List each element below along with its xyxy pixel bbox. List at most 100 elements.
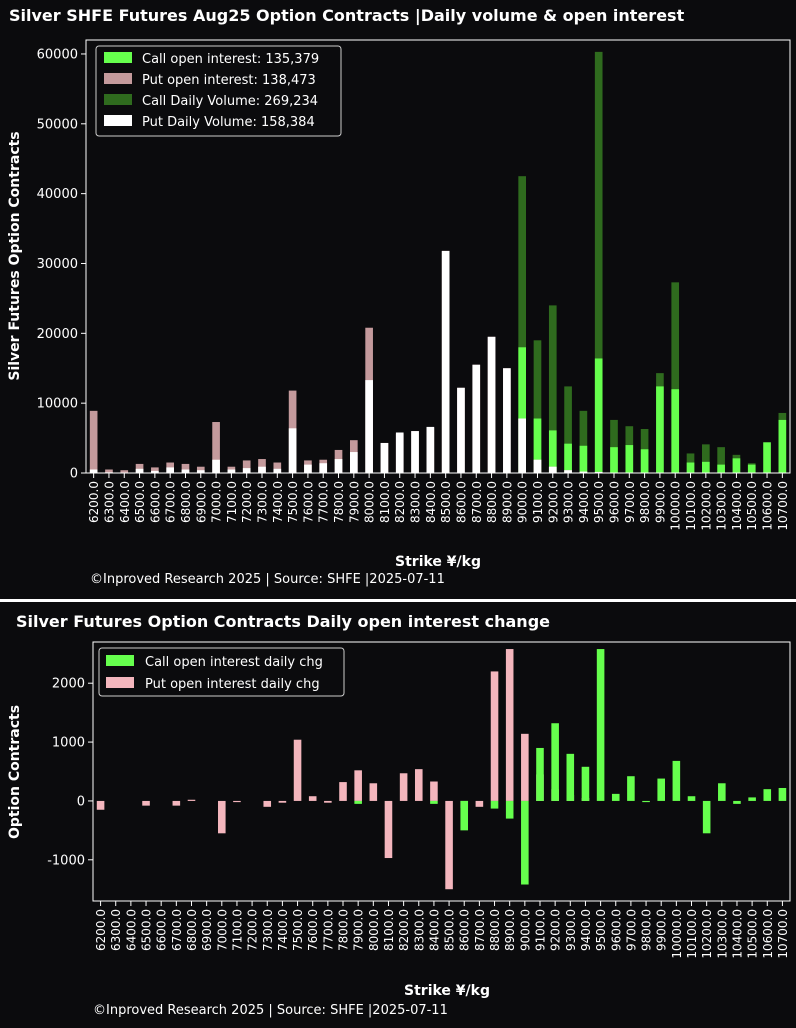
chart1-y-ticks: 0 10000 20000 30000 40000 50000 60000 [37,47,86,482]
bar-call-chg-10100-0 [687,796,696,801]
bar-put-vol-8200-0 [395,432,404,473]
x-tick-label: 7800.0 [337,909,351,951]
x-tick-label: 10200.0 [699,481,713,531]
bar-call-chg-9900-0 [657,778,665,801]
x-tick-label: 9200.0 [546,481,560,523]
bar-put-oi-6300-0 [105,469,113,473]
bar-put-chg-7500-0 [293,739,302,801]
x-tick-label: 6800.0 [179,481,193,523]
x-tick-label: 7700.0 [321,909,335,951]
chart1-x-axis-label: Strike ¥/kg [395,554,481,570]
bar-put-vol-7300-0 [258,466,266,473]
x-tick-label: 8400.0 [427,909,441,951]
bar-put-vol-9100-0 [533,459,542,473]
bar-put-chg-8500-0 [445,800,453,890]
bar-call-chg-9200-0 [551,723,559,801]
bar-put-vol-7500-0 [288,428,297,473]
x-tick-label: 10400.0 [730,909,744,959]
bar-call-oi-10700-0 [778,419,787,473]
y-tick-label: -1000 [47,853,85,868]
x-tick-label: 9500.0 [592,481,606,523]
legend-label-put-volume: Put Daily Volume: 158,384 [142,115,315,130]
bar-put-vol-8100-0 [380,442,389,473]
chart1-legend: Call open interest: 135,379 Put open int… [95,45,342,137]
y-tick-label: 50000 [37,117,78,132]
x-tick-label: 8200.0 [393,481,407,523]
x-tick-label: 10600.0 [761,909,775,959]
chart2-bars [96,649,787,890]
x-tick-label: 6500.0 [133,481,147,523]
bar-call-oi-10100-0 [686,462,695,473]
chart2-x-axis-label: Strike ¥/kg [404,983,490,999]
legend-label-put-chg: Put open interest daily chg [145,677,320,692]
bar-call-chg-10600-0 [763,789,772,801]
bar-call-chg-9500-0 [596,649,605,801]
bar-put-oi-6800-0 [181,463,190,473]
x-tick-label: 8500.0 [439,481,453,523]
bar-put-vol-9400-0 [579,471,588,473]
bar-put-vol-8000-0 [365,380,373,473]
x-tick-label: 6500.0 [140,909,154,951]
chart1-plot-frame [85,39,791,474]
bar-call-oi-10000-0 [671,389,680,473]
bar-put-vol-8400-0 [426,426,435,473]
bar-put-chg-7100-0 [233,800,241,803]
x-tick-label: 9700.0 [624,909,638,951]
bar-put-vol-7900-0 [350,452,358,473]
y-tick-label: 2000 [52,677,85,692]
x-tick-label: 8100.0 [378,481,392,523]
y-tick-label: 1000 [52,736,85,751]
bar-put-vol-7100-0 [227,469,236,473]
chart1-y-axis-label: Silver Futures Option Contracts [7,131,23,380]
x-tick-label: 7600.0 [301,481,315,523]
bar-put-vol-6900-0 [196,470,205,473]
bar-put-chg-8400-0 [430,781,438,801]
x-tick-label: 9900.0 [653,481,667,523]
bar-call-vol-10000-0 [671,282,680,473]
legend-swatch-call-volume [104,94,132,105]
bar-call-chg-10500-0 [748,797,756,801]
y-tick-label: 30000 [37,257,78,272]
bar-put-vol-8500-0 [441,250,450,473]
x-tick-label: 9600.0 [608,481,622,523]
chart1-credit: ©Inproved Research 2025 | Source: SHFE |… [90,572,445,587]
x-tick-label: 8700.0 [473,909,487,951]
bar-call-oi-9900-0 [656,386,664,473]
x-tick-label: 7200.0 [240,481,254,523]
chart-oi-change: Silver Futures Option Contracts Daily op… [7,612,791,1018]
bar-put-vol-6200-0 [89,469,98,473]
x-tick-label: 8700.0 [470,481,484,523]
x-tick-label: 7400.0 [276,909,290,951]
bar-call-oi-9700-0 [625,445,634,473]
x-tick-label: 8400.0 [424,481,438,523]
bar-put-oi-7400-0 [273,462,282,473]
bar-call-chg-8800-0 [490,800,499,809]
bar-put-oi-6200-0 [89,410,98,473]
bar-call-oi-9400-0 [579,445,588,473]
x-tick-label: 7000.0 [215,909,229,951]
x-tick-label: 9800.0 [638,481,652,523]
x-tick-label: 8900.0 [503,909,517,951]
bar-call-vol-9400-0 [579,410,588,473]
x-tick-label: 7800.0 [332,481,346,523]
bar-put-chg-7300-0 [263,800,272,807]
x-tick-label: 6600.0 [155,909,169,951]
legend-label-call-volume: Call Daily Volume: 269,234 [142,94,318,109]
bar-put-oi-6400-0 [120,470,129,473]
bar-put-chg-6500-0 [142,800,150,806]
bar-put-vol-7400-0 [273,468,282,473]
bar-call-oi-10400-0 [732,458,741,473]
x-tick-label: 9300.0 [564,909,578,951]
chart2-plot-frame [92,641,791,902]
x-tick-label: 6300.0 [109,909,123,951]
bar-put-chg-8000-0 [369,783,378,801]
bar-put-chg-8700-0 [475,800,484,807]
bar-put-vol-9000-0 [518,418,526,473]
x-tick-label: 9800.0 [640,909,654,951]
bar-put-vol-9200-0 [548,466,557,473]
x-tick-label: 10700.0 [776,481,790,531]
x-tick-label: 6900.0 [200,909,214,951]
bar-put-vol-8900-0 [503,368,511,473]
legend-swatch-put-chg [106,677,134,688]
x-tick-label: 10000.0 [670,909,684,959]
